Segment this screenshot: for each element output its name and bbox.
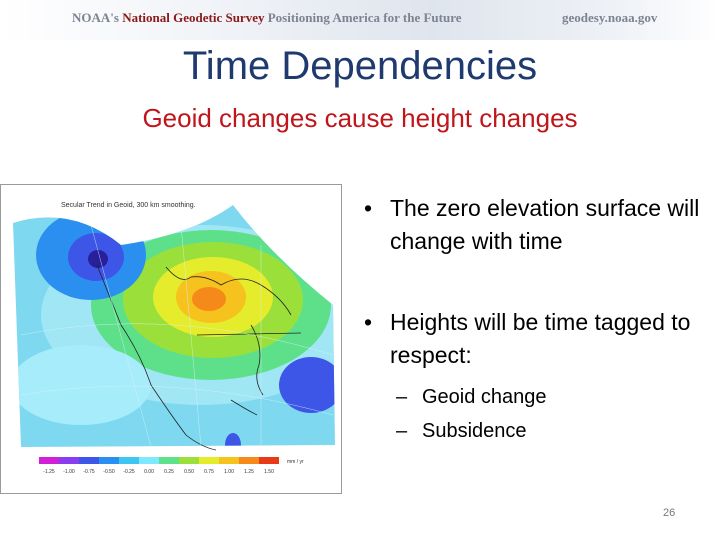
bullet-marker: • bbox=[364, 309, 373, 335]
colorbar-tick-label: 1.00 bbox=[224, 469, 234, 475]
colorbar-tick-label: -1.00 bbox=[63, 469, 75, 475]
colorbar-tick-label: -0.25 bbox=[123, 469, 135, 475]
colorbar-swatch bbox=[39, 457, 59, 464]
sub-bullet-marker: – bbox=[396, 420, 408, 442]
colorbar-tick-label: -1.25 bbox=[43, 469, 55, 475]
colorbar-swatch bbox=[79, 457, 99, 464]
bullet-item: • Heights will be time tagged to respect… bbox=[364, 306, 714, 372]
bullet-text: Heights will be time tagged to respect: bbox=[390, 309, 691, 368]
header-agency: NOAA's bbox=[72, 10, 119, 25]
colorbar-tick-label: 1.50 bbox=[264, 469, 274, 475]
sub-bullet-item: – Subsidence bbox=[364, 414, 714, 448]
colorbar-swatch bbox=[239, 457, 259, 464]
slide-title: Time Dependencies bbox=[182, 44, 538, 88]
figure-title: Secular Trend in Geoid, 300 km smoothing… bbox=[61, 202, 196, 209]
colorbar-swatch bbox=[99, 457, 119, 464]
colorbar-swatch bbox=[59, 457, 79, 464]
geoid-trend-figure: Secular Trend in Geoid, 300 km smoothing… bbox=[0, 184, 342, 494]
header-website: geodesy.noaa.gov bbox=[562, 10, 658, 25]
colorbar-swatch bbox=[219, 457, 239, 464]
header-survey-name: National Geodetic Survey bbox=[122, 10, 265, 25]
bullet-list: • The zero elevation surface will change… bbox=[364, 192, 714, 448]
sub-bullet-item: – Geoid change bbox=[364, 380, 714, 414]
page-number: 26 bbox=[663, 507, 676, 519]
sub-bullet-text: Subsidence bbox=[422, 420, 527, 442]
colorbar-swatch bbox=[179, 457, 199, 464]
bullet-marker: • bbox=[364, 195, 373, 221]
colorbar-swatch bbox=[119, 457, 139, 464]
colorbar-tick-label: 0.75 bbox=[204, 469, 214, 475]
header-branding: NOAA's National Geodetic Survey Position… bbox=[72, 10, 462, 26]
colorbar-tick-label: 0.25 bbox=[164, 469, 174, 475]
colorbar-tick-label: 0.00 bbox=[144, 469, 154, 475]
colorbar-swatch bbox=[259, 457, 279, 464]
header-tagline: Positioning America for the Future bbox=[267, 10, 462, 25]
bullet-item: • The zero elevation surface will change… bbox=[364, 192, 714, 258]
sub-bullet-text: Geoid change bbox=[422, 386, 547, 408]
colorbar-tick-label: 0.50 bbox=[184, 469, 194, 475]
slide-subtitle: Geoid changes cause height changes bbox=[142, 103, 578, 133]
sub-bullet-marker: – bbox=[396, 386, 408, 408]
colorbar-tick-label: 1.25 bbox=[244, 469, 254, 475]
colorbar-swatch bbox=[199, 457, 219, 464]
coastlines bbox=[96, 264, 302, 451]
graticule bbox=[20, 224, 334, 448]
geoid-map: Secular Trend in Geoid, 300 km smoothing… bbox=[13, 202, 335, 475]
colorbar-tick-label: -0.75 bbox=[83, 469, 95, 475]
bullet-text: The zero elevation surface will change w… bbox=[390, 195, 700, 254]
colorbar-swatch bbox=[159, 457, 179, 464]
colorbar-tick-label: -0.50 bbox=[103, 469, 115, 475]
colorbar-unit: mm / yr bbox=[287, 459, 304, 465]
colorbar-swatch bbox=[139, 457, 159, 464]
colorbar: -1.25 -1.00 -0.75 -0.50 -0.25 0.00 0.25 0.50 0.7… bbox=[39, 457, 304, 475]
header-band bbox=[0, 0, 720, 40]
